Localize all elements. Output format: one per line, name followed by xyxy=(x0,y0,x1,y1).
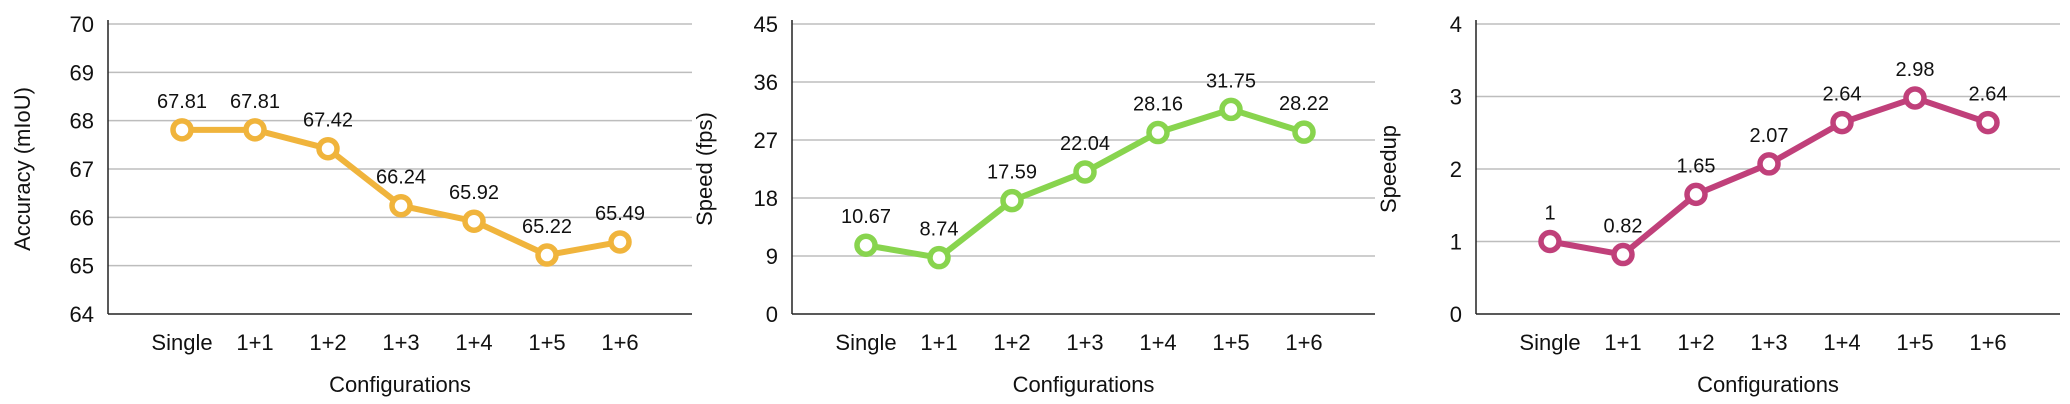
x-axis-title: Configurations xyxy=(1697,372,1839,397)
y-tick-label: 1 xyxy=(1450,230,1462,255)
y-tick-label: 3 xyxy=(1450,85,1462,110)
data-point-marker xyxy=(1976,110,2000,135)
x-tick-label: 1+1 xyxy=(1604,330,1641,355)
data-label: 17.59 xyxy=(987,162,1037,184)
y-tick-label: 66 xyxy=(70,205,94,230)
data-point-marker xyxy=(170,118,194,142)
y-axis-title: Speed (fps) xyxy=(692,112,717,226)
data-point-marker xyxy=(927,245,951,270)
y-tick-label: 45 xyxy=(754,12,778,37)
chart-panel-accuracy: 64 65 66 67 68 69 70 Single 1+1 1+2 1+3 1+4 1+5 1+6 Co… xyxy=(10,12,692,397)
x-tick-label: 1+2 xyxy=(993,330,1030,355)
x-tick-label: 1+4 xyxy=(1139,330,1176,355)
y-tick-label: 2 xyxy=(1450,157,1462,182)
data-point-marker xyxy=(1903,86,1927,110)
data-label: 1 xyxy=(1544,203,1555,225)
data-point-marker xyxy=(316,136,340,161)
data-label: 0.82 xyxy=(1604,216,1643,238)
y-tick-label: 64 xyxy=(70,302,94,327)
data-label: 28.16 xyxy=(1133,94,1183,116)
data-point-marker xyxy=(1757,152,1781,176)
data-point-marker xyxy=(608,230,632,254)
data-label: 2.98 xyxy=(1896,59,1935,81)
chart-panel-speed: 0 9 18 27 36 45 Single 1+1 1+2 1+3 1+4 1+5 1+6 Config… xyxy=(692,12,1375,397)
x-tick-label: 1+6 xyxy=(601,330,638,355)
data-label: 31.75 xyxy=(1206,70,1256,92)
data-point-marker xyxy=(1684,182,1708,207)
data-point-marker xyxy=(1538,229,1562,254)
y-tick-label: 4 xyxy=(1450,12,1462,37)
x-tick-label: 1+6 xyxy=(1969,330,2006,355)
x-tick-label: 1+5 xyxy=(528,330,565,355)
y-tick-label: 0 xyxy=(1450,302,1462,327)
y-tick-label: 69 xyxy=(70,60,94,85)
data-point-marker xyxy=(389,193,413,218)
data-label: 28.22 xyxy=(1279,93,1329,115)
data-label: 2.64 xyxy=(1969,84,2008,106)
data-point-marker xyxy=(1073,160,1097,184)
x-tick-label: 1+1 xyxy=(236,330,273,355)
data-point-marker xyxy=(1830,110,1854,135)
data-label: 2.07 xyxy=(1750,125,1789,147)
x-tick-label: 1+2 xyxy=(309,330,346,355)
x-tick-label: 1+3 xyxy=(382,330,419,355)
y-axis-title: Accuracy (mIoU) xyxy=(10,87,35,251)
y-tick-label: 36 xyxy=(754,70,778,95)
x-axis-title: Configurations xyxy=(1013,372,1155,397)
data-point-marker xyxy=(1000,188,1024,213)
x-tick-label: 1+6 xyxy=(1285,330,1322,355)
chart-panel-speedup: 0 1 2 3 4 Single 1+1 1+2 1+3 1+4 1+5 1+6 Configurati… xyxy=(1376,12,2060,397)
y-tick-label: 9 xyxy=(766,244,778,269)
y-tick-label: 18 xyxy=(754,186,778,211)
x-tick-label: 1+3 xyxy=(1066,330,1103,355)
data-label: 8.74 xyxy=(920,219,959,241)
x-tick-label: 1+5 xyxy=(1896,330,1933,355)
data-label: 65.49 xyxy=(595,203,645,225)
data-label: 1.65 xyxy=(1677,155,1716,177)
data-point-marker xyxy=(1219,97,1243,122)
data-point-marker xyxy=(462,209,486,233)
x-tick-label: Single xyxy=(151,330,212,355)
data-label: 67.42 xyxy=(303,110,353,132)
x-tick-label: 1+5 xyxy=(1212,330,1249,355)
x-tick-label: Single xyxy=(1519,330,1580,355)
x-tick-label: 1+1 xyxy=(920,330,957,355)
data-label: 66.24 xyxy=(376,167,426,189)
data-label: 65.92 xyxy=(449,182,499,204)
y-tick-label: 67 xyxy=(70,157,94,182)
x-tick-label: 1+2 xyxy=(1677,330,1714,355)
data-label: 22.04 xyxy=(1060,133,1110,155)
y-axis-title: Speedup xyxy=(1376,125,1401,213)
y-tick-label: 0 xyxy=(766,302,778,327)
data-label: 10.67 xyxy=(841,206,891,228)
data-point-marker xyxy=(854,233,878,257)
data-label: 65.22 xyxy=(522,216,572,238)
data-point-marker xyxy=(535,243,559,267)
y-tick-label: 70 xyxy=(70,12,94,37)
data-point-marker xyxy=(243,118,267,142)
data-point-marker xyxy=(1146,120,1170,145)
data-point-marker xyxy=(1611,242,1635,267)
data-label: 67.81 xyxy=(230,91,280,113)
x-tick-label: Single xyxy=(835,330,896,355)
y-tick-label: 65 xyxy=(70,254,94,279)
x-tick-label: 1+4 xyxy=(1823,330,1860,355)
x-tick-label: 1+3 xyxy=(1750,330,1787,355)
y-tick-label: 27 xyxy=(754,128,778,153)
y-tick-label: 68 xyxy=(70,109,94,134)
x-tick-label: 1+4 xyxy=(455,330,492,355)
data-label: 2.64 xyxy=(1823,84,1862,106)
data-point-marker xyxy=(1292,120,1316,144)
x-axis-title: Configurations xyxy=(329,372,471,397)
data-label: 67.81 xyxy=(157,91,207,113)
